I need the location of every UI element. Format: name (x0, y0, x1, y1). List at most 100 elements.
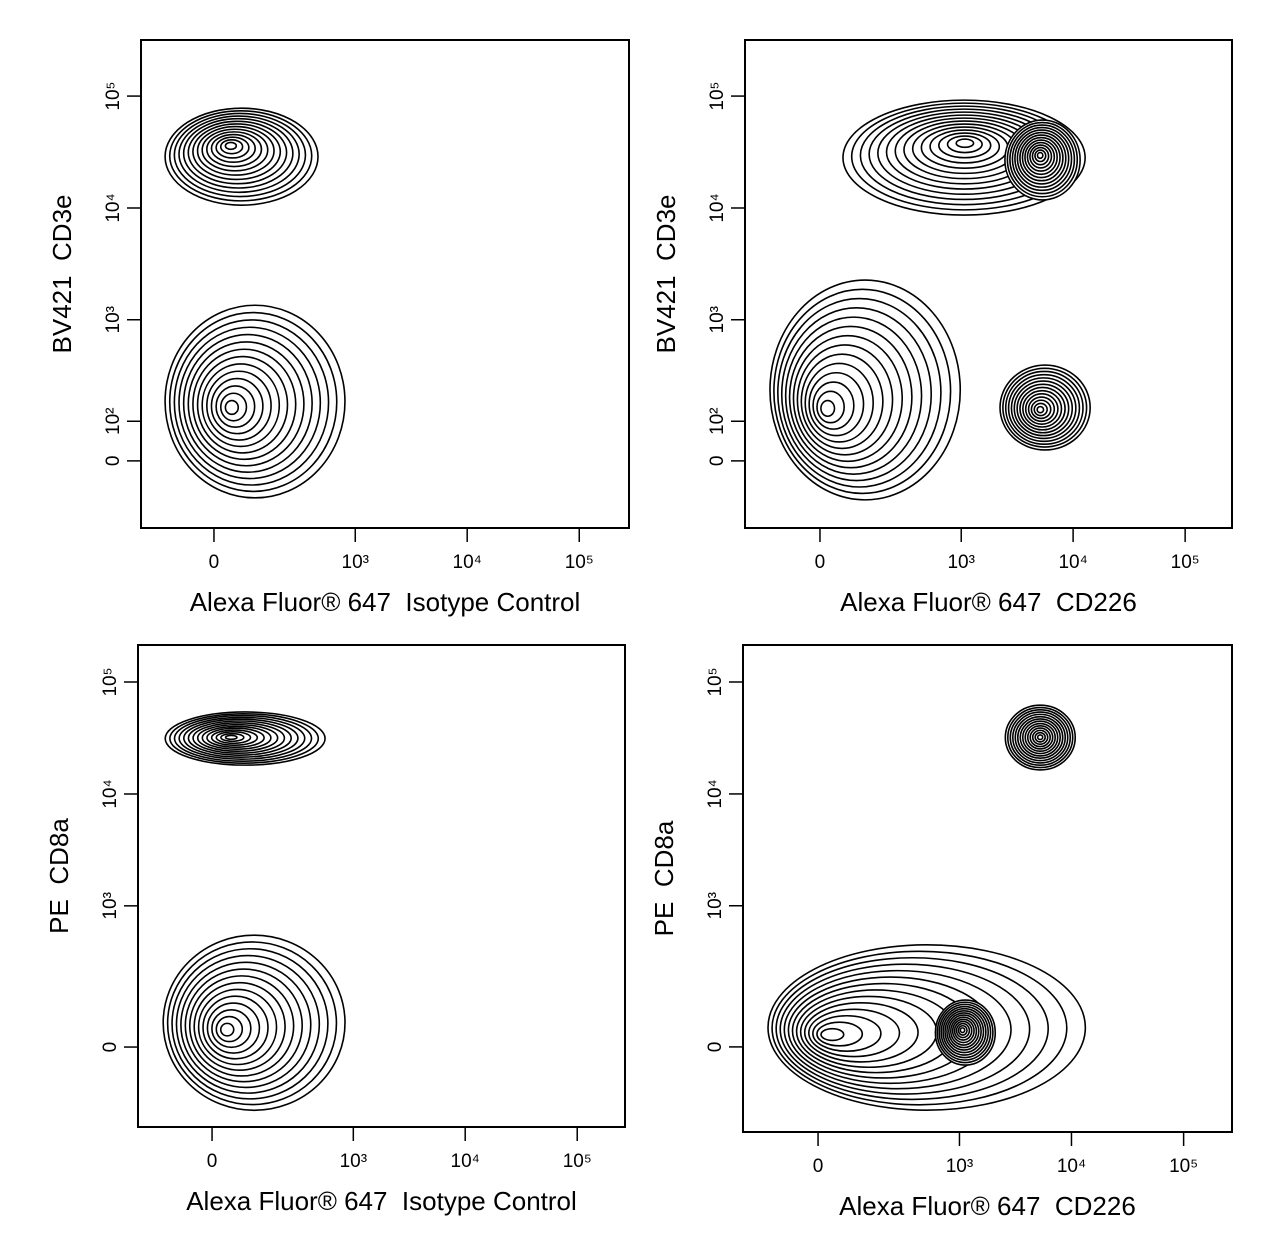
plot-panel: 0 10³ 10⁴ 10⁵ 0 10³ 10⁴ 10⁵ Alexa Fluor® 647 Iso… (44, 644, 626, 1216)
contour-ring (196, 355, 289, 454)
contour-ring (955, 1022, 971, 1039)
contour-ring (1010, 377, 1077, 440)
contour-ring (182, 117, 294, 189)
contour-ring (944, 1009, 985, 1054)
contour-ring (202, 995, 269, 1060)
contour-ring (206, 1002, 261, 1054)
x-tick-label: 10⁵ (1171, 552, 1200, 573)
contour-ring (1002, 367, 1088, 448)
contour-ring (1034, 731, 1046, 743)
contour-ring (1022, 389, 1063, 428)
x-tick-label: 0 (209, 552, 220, 573)
contour-ring (175, 954, 321, 1094)
contour-ring (197, 988, 278, 1066)
contour-ring (1026, 725, 1054, 750)
contour-ring (162, 934, 346, 1112)
contour-ring (210, 133, 256, 164)
y-axis-label: BV421 CD3e (651, 195, 681, 354)
contour-ring (224, 141, 238, 151)
x-axis-label: Alexa Fluor® 647 Isotype Control (190, 587, 581, 617)
contour-ring (1029, 144, 1053, 169)
contour-ring (211, 1008, 252, 1049)
y-tick-label: 10³ (100, 892, 121, 919)
contour-ring (1036, 151, 1044, 160)
contour-ring (1016, 131, 1067, 185)
contour-ring (803, 1002, 919, 1063)
contour-ring (182, 718, 299, 758)
contour-ring (196, 125, 275, 176)
contour-ring (796, 344, 894, 456)
contour-ring (1007, 373, 1081, 443)
y-tick-label: 10⁴ (103, 193, 124, 222)
contour-ring (942, 1007, 987, 1056)
y-tick-label: 10⁴ (100, 779, 121, 808)
contour-ring (1014, 129, 1070, 188)
y-tick-label: 10² (707, 408, 728, 435)
contour-ring (808, 371, 865, 437)
contour-ring (1011, 126, 1073, 192)
contour-ring (783, 969, 1012, 1090)
contour-ring (929, 129, 1001, 164)
x-tick-label: 10³ (342, 552, 369, 573)
contour-ring (773, 288, 952, 495)
contour-ring (1036, 405, 1045, 414)
y-tick-label: 0 (100, 1042, 121, 1053)
y-tick-label: 10⁴ (705, 779, 726, 808)
y-tick-label: 10⁵ (705, 667, 726, 696)
contour-ring (1011, 711, 1069, 764)
contour-ring (188, 975, 295, 1077)
y-axis-label: PE CD8a (649, 820, 679, 936)
contour-ring (1034, 149, 1047, 163)
contour-ring (1019, 386, 1066, 431)
contour-ring (1021, 136, 1061, 179)
x-tick-label: 0 (207, 1151, 218, 1172)
contour-ring (951, 1018, 975, 1044)
plot-panel: 0 10³ 10⁴ 10⁵ 0 10² 10³ 10⁴ 10⁵ Alexa Fluor® 647 … (47, 39, 630, 617)
contour-ring (959, 1027, 966, 1034)
contour-ring (173, 112, 307, 198)
y-tick-label: 10² (103, 408, 124, 435)
contour-ring (178, 326, 322, 480)
y-tick-label: 10⁵ (707, 82, 728, 111)
contour-ring (192, 348, 297, 461)
contour-ring (938, 132, 992, 159)
contour-ring (193, 981, 286, 1072)
contour-ring (767, 944, 1087, 1111)
contour-ring (812, 1014, 882, 1052)
x-tick-label: 10⁵ (565, 552, 594, 573)
contour-ring (1019, 134, 1064, 182)
y-tick-label: 0 (103, 456, 124, 467)
contour-ring (940, 1005, 989, 1059)
contour-ring (1031, 146, 1050, 166)
contour-ring (816, 1021, 864, 1047)
contour-ring (219, 138, 244, 155)
contour-ring (164, 304, 346, 499)
contour-ring (1019, 718, 1062, 757)
contour-ring (206, 131, 263, 168)
contour-ring (1024, 139, 1058, 176)
contour-ring (775, 956, 1049, 1101)
contour-ring (206, 727, 265, 749)
x-tick-label: 10⁵ (563, 1151, 592, 1172)
contour-ring (938, 1003, 992, 1061)
y-tick-label: 10⁵ (103, 82, 124, 111)
contour-ring (215, 731, 252, 745)
contour-ring (1007, 706, 1074, 769)
contour-ring (182, 333, 313, 473)
contour-ring (936, 1001, 994, 1064)
contour-ring (953, 1020, 973, 1041)
x-tick-label: 10³ (340, 1151, 367, 1172)
contour-ring (224, 399, 240, 416)
y-tick-label: 10⁵ (100, 667, 121, 696)
contour-ring (1030, 399, 1052, 420)
y-tick-label: 0 (705, 1042, 726, 1053)
x-tick-label: 10⁴ (453, 552, 482, 573)
contour-ring (1016, 715, 1064, 760)
contour-ring (788, 325, 913, 469)
contour-ring (800, 353, 884, 450)
x-tick-label: 10⁵ (1169, 1156, 1198, 1177)
contour-ring (1031, 729, 1049, 746)
x-axis-label: Alexa Fluor® 647 CD226 (840, 587, 1137, 617)
contour-ring (816, 390, 845, 424)
contour-ring (1024, 722, 1057, 753)
